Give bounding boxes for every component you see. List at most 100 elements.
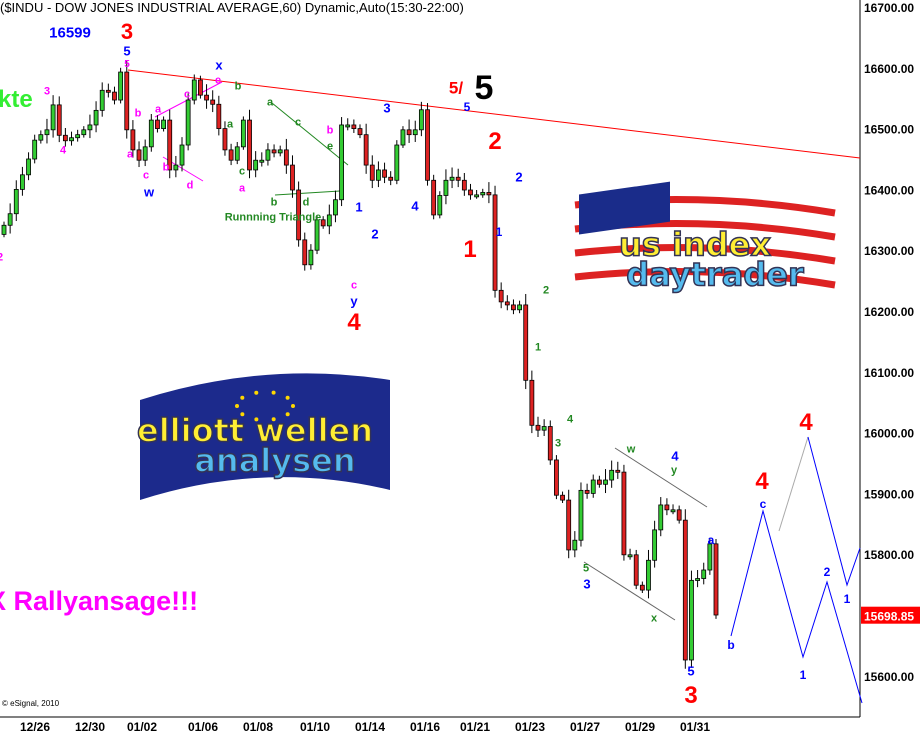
wave-label: c — [294, 116, 302, 129]
wave-label: c — [759, 497, 767, 511]
candle-body — [155, 119, 160, 129]
wave-label: b — [162, 161, 170, 174]
wave-label: 3 — [120, 19, 134, 44]
wave-label: 4 — [671, 448, 679, 464]
candle-body — [437, 195, 443, 216]
wave-label: 1 — [843, 592, 851, 606]
wave-label: 4 — [411, 198, 419, 214]
candle-body — [639, 584, 645, 591]
candle-body — [339, 124, 344, 201]
candle-body — [658, 504, 664, 531]
candle-body — [326, 214, 332, 227]
candle-body — [191, 79, 197, 101]
candle-body — [62, 134, 68, 142]
wave-label: 5/ — [448, 78, 464, 98]
flag-stripe — [574, 268, 836, 289]
x-tick-label: 12/26 — [20, 720, 50, 734]
candle-body — [492, 194, 498, 291]
x-tick-label: 01/31 — [680, 720, 710, 734]
candle-body — [99, 89, 105, 111]
wave-label: 4 — [59, 144, 67, 157]
wave-label: y — [350, 293, 358, 309]
wave-label: e — [214, 74, 222, 87]
logo-text: elliott wellen — [137, 412, 373, 450]
candle-body — [333, 199, 338, 216]
candle-body — [615, 469, 621, 473]
candle-body — [124, 71, 130, 131]
red-trendline — [127, 69, 861, 159]
wave-label: b — [134, 107, 142, 120]
candle-body — [541, 426, 547, 431]
eu-star — [240, 395, 245, 400]
candle-body — [81, 129, 87, 136]
candle-body — [38, 134, 44, 141]
candle-body — [425, 109, 430, 181]
wave-label: c — [350, 279, 358, 292]
candle-body — [167, 119, 173, 171]
candle-body — [234, 146, 240, 161]
logo-text: daytrader — [626, 256, 804, 294]
candle-body — [357, 128, 363, 136]
wave-label: c — [142, 169, 150, 182]
wave-label: 1 — [534, 341, 542, 354]
candle-body — [283, 149, 289, 166]
candle-body — [695, 578, 700, 581]
logo-text: us index — [619, 226, 771, 264]
candle-body — [511, 304, 516, 311]
candle-body — [50, 104, 56, 131]
wave-label: y — [670, 464, 678, 477]
wave-label: 5 — [582, 562, 590, 575]
candle-body — [1, 224, 7, 235]
candle-body — [69, 137, 74, 142]
candle-body — [228, 149, 234, 161]
y-tick-label: 16300.00 — [864, 244, 914, 258]
candle-body — [461, 179, 467, 191]
wave-label: 4 — [799, 409, 813, 436]
candle-body — [566, 499, 572, 551]
candle-body — [118, 71, 124, 101]
pattern-label: 16599 — [49, 24, 91, 42]
gray-projection-line — [778, 436, 809, 532]
eu-flag — [140, 373, 390, 500]
candle-body — [486, 192, 492, 196]
eu-star — [285, 412, 290, 417]
candle-body — [296, 189, 302, 241]
candle-body — [554, 459, 559, 496]
candle-body — [216, 103, 222, 129]
candle-body — [7, 213, 13, 226]
wave-label: x — [215, 57, 223, 73]
eu-star — [271, 390, 276, 395]
candle-body — [572, 539, 578, 551]
wave-label: 4 — [755, 468, 769, 495]
candle-body — [198, 79, 203, 96]
y-tick-label: 16200.00 — [864, 305, 914, 319]
candle-body — [247, 119, 252, 171]
flag-stripe — [574, 256, 836, 277]
flag-canton — [579, 181, 670, 235]
wave-label: 2 — [488, 128, 502, 155]
x-tick-label: 01/29 — [625, 720, 655, 734]
wave-label: 5 — [687, 663, 695, 679]
pattern-label: Runnning Triangle — [224, 211, 322, 224]
wave-label: 3 — [684, 682, 698, 709]
candle-body — [75, 134, 81, 139]
candle-body — [44, 129, 50, 136]
chart-title: ($INDU - DOW JONES INDUSTRIAL AVERAGE,60… — [0, 0, 464, 15]
candle-body — [652, 529, 658, 561]
wave-label: a — [226, 118, 234, 131]
candle-body — [646, 559, 651, 591]
candle-body — [259, 159, 265, 163]
candle-body — [474, 194, 480, 198]
wave-label: a — [707, 533, 715, 547]
channel-lower-line — [583, 561, 676, 621]
flag-stripe — [574, 244, 836, 265]
candle-body — [701, 569, 707, 579]
candle-body — [93, 109, 99, 126]
candle-body — [670, 509, 676, 513]
candle-body — [633, 554, 639, 586]
wave-label: 1 — [355, 199, 363, 215]
candle-body — [204, 94, 209, 101]
wave-label: x — [650, 612, 658, 625]
x-tick-label: 01/16 — [410, 720, 440, 734]
